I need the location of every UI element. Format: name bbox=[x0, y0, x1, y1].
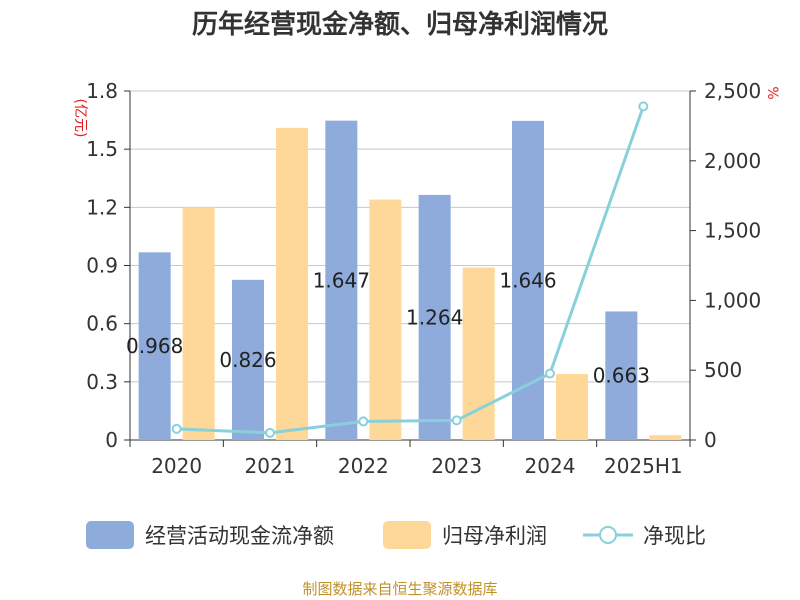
y-tick-label: 0.6 bbox=[86, 312, 118, 336]
legend-swatch-net-profit bbox=[383, 521, 431, 549]
y-tick-label: 0.9 bbox=[86, 254, 118, 278]
cash-flow-bar bbox=[605, 311, 638, 440]
y2-tick-label: 1,500 bbox=[704, 219, 761, 243]
source-footer: 制图数据来自恒生聚源数据库 bbox=[302, 580, 498, 598]
cash-flow-data-label: 0.663 bbox=[593, 364, 650, 388]
y2-tick-label: 2,500 bbox=[704, 79, 761, 103]
cash-flow-data-label: 1.646 bbox=[499, 268, 556, 292]
legend-label-cash-flow: 经营活动现金流净额 bbox=[145, 524, 334, 548]
legend-label-net-profit: 归母净利润 bbox=[442, 524, 547, 548]
ratio-point bbox=[171, 423, 182, 434]
x-tick-label: 2021 bbox=[245, 454, 296, 478]
y2-tick-label: 2,000 bbox=[704, 149, 761, 173]
cash-flow-bar bbox=[325, 120, 358, 440]
legend-label-ratio: 净现比 bbox=[643, 524, 706, 548]
ratio-point bbox=[545, 368, 555, 379]
y2-tick-label: 1,000 bbox=[704, 288, 761, 312]
net-profit-bar bbox=[276, 127, 308, 440]
y-tick-label: 0 bbox=[105, 428, 118, 452]
ratio-point bbox=[358, 416, 369, 427]
net-profit-bar bbox=[649, 435, 682, 440]
x-tick-label: 2024 bbox=[525, 454, 576, 478]
y2-tick-label: 0 bbox=[704, 428, 717, 452]
y-axis-unit: (亿元) bbox=[72, 99, 88, 138]
x-tick-label: 2023 bbox=[431, 454, 482, 478]
x-tick-label: 2025H1 bbox=[604, 454, 683, 478]
legend-swatch-cash-flow bbox=[86, 521, 134, 549]
chart-title: 历年经营现金净额、归母净利润情况 bbox=[191, 10, 608, 40]
ratio-point bbox=[451, 415, 462, 426]
y-tick-label: 1.2 bbox=[86, 195, 118, 219]
cash-flow-bar bbox=[418, 194, 451, 440]
cash-flow-data-label: 1.264 bbox=[406, 305, 463, 329]
ratio-line bbox=[176, 105, 645, 435]
cash-flow-data-label: 0.968 bbox=[126, 334, 183, 358]
legend-swatch-ratio-marker bbox=[599, 526, 617, 544]
net-profit-bar bbox=[556, 374, 588, 440]
cash-flow-bar bbox=[232, 279, 264, 440]
y-tick-label: 1.5 bbox=[86, 137, 118, 161]
x-tick-label: 2020 bbox=[151, 454, 202, 478]
y2-axis-unit: % bbox=[764, 86, 780, 99]
y-tick-label: 0.3 bbox=[86, 370, 118, 394]
net-profit-bar bbox=[369, 199, 402, 440]
y2-tick-label: 500 bbox=[704, 358, 742, 382]
net-profit-bar bbox=[462, 267, 495, 440]
net-profit-bar bbox=[182, 207, 215, 440]
ratio-point bbox=[265, 427, 275, 438]
x-tick-label: 2022 bbox=[338, 454, 389, 478]
cash-flow-bar bbox=[138, 252, 171, 440]
y-tick-label: 1.8 bbox=[86, 79, 118, 103]
ratio-point bbox=[638, 101, 649, 112]
cash-flow-data-label: 0.826 bbox=[219, 348, 276, 372]
cash-flow-bar bbox=[512, 120, 544, 440]
cash-flow-data-label: 1.647 bbox=[313, 268, 370, 292]
